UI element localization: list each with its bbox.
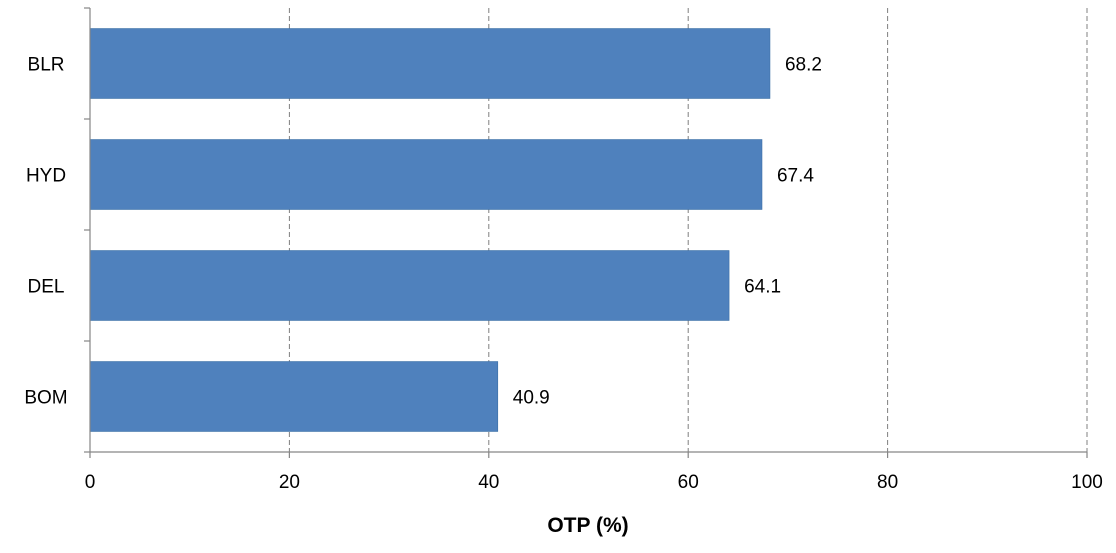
bars	[89, 28, 771, 432]
bar	[89, 139, 763, 210]
category-label: BLR	[28, 55, 65, 76]
category-label: BOM	[24, 388, 67, 409]
axes	[84, 7, 1088, 458]
x-tick-label: 80	[877, 472, 898, 493]
labels: 68.2 BLR 67.4 HYD 64.1 DEL 40.9 BOM 0 20 40 60 80 100	[24, 55, 1102, 494]
x-tick-label: 100	[1071, 472, 1103, 493]
x-tick-label: 0	[85, 472, 96, 493]
x-axis-title: OTP (%)	[547, 514, 628, 537]
x-tick-label: 40	[478, 472, 499, 493]
x-tick-label: 60	[678, 472, 699, 493]
data-label: 64.1	[744, 277, 781, 298]
category-label: DEL	[28, 277, 65, 298]
bar	[89, 28, 771, 99]
data-label: 40.9	[513, 388, 550, 409]
bar	[89, 250, 730, 321]
data-label: 68.2	[785, 55, 822, 76]
data-label: 67.4	[777, 166, 814, 187]
bar	[89, 361, 499, 432]
x-tick-label: 20	[279, 472, 300, 493]
category-label: HYD	[26, 166, 66, 187]
